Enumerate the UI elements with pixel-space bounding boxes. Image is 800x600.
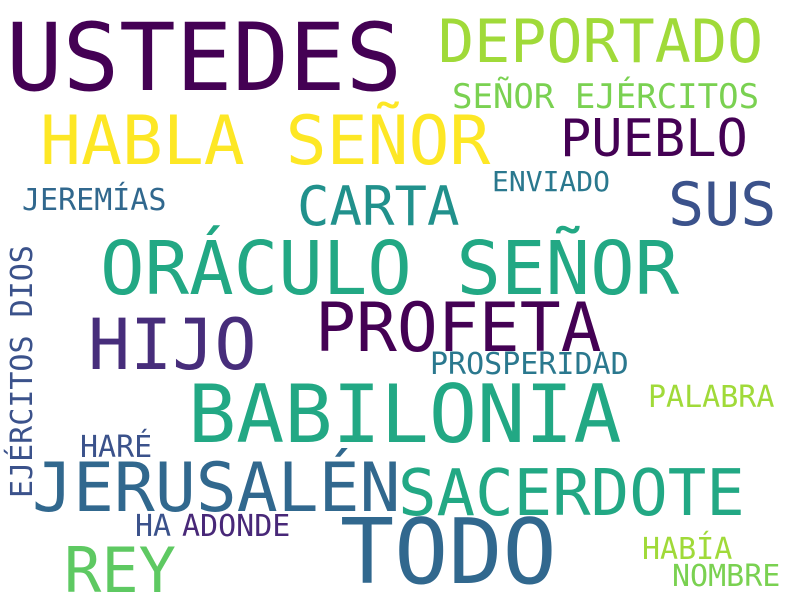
word-todo: TODO — [340, 500, 557, 600]
word-babilonia: BABILONIA — [188, 368, 622, 461]
word-carta: CARTA — [297, 175, 460, 238]
word-palabra: PALABRA — [648, 380, 775, 415]
word-nombre: NOMBRE — [672, 559, 781, 594]
word-deportado: DEPORTADO — [438, 7, 764, 77]
word-hijo: HIJO — [88, 304, 257, 386]
word-jeremias: JEREMÍAS — [22, 183, 167, 218]
word-habia: HABÍA — [642, 532, 733, 567]
word-jerusalen: JERUSALÉN — [32, 449, 401, 528]
word-habla-senor: HABLA SEÑOR — [40, 102, 491, 181]
word-oraculo-senor: ORÁCULO SEÑOR — [100, 226, 680, 312]
word-enviado: ENVIADO — [492, 165, 611, 198]
word-ha: HA — [135, 509, 172, 544]
word-adonde: ADONDE — [182, 509, 291, 544]
word-hare: HARÉ — [80, 430, 153, 465]
word-prosperidad: PROSPERIDAD — [430, 347, 629, 382]
word-ustedes: USTEDES — [6, 4, 403, 113]
word-rey: REY — [64, 534, 176, 600]
word-profeta: PROFETA — [315, 289, 602, 368]
word-sacerdote: SACERDOTE — [398, 457, 745, 531]
word-sus: SUS — [668, 170, 777, 240]
word-pueblo: PUEBLO — [560, 109, 748, 169]
word-senor-ejercitos: SEÑOR EJÉRCITOS — [452, 77, 760, 117]
